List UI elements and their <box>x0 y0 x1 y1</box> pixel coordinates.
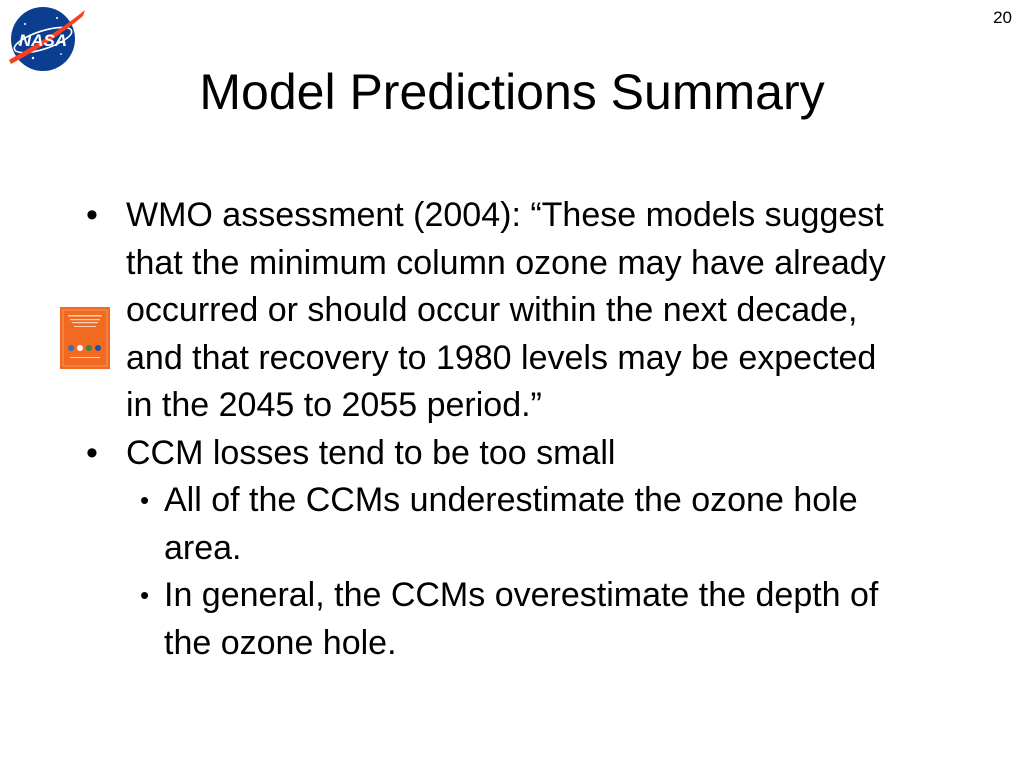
sub-bullet-list: • All of the CCMs underestimate the ozon… <box>82 477 912 667</box>
bullet-marker: • <box>86 433 98 472</box>
nasa-logo-icon: NASA <box>9 7 85 71</box>
slide-body: • WMO assessment (2004): “These models s… <box>82 192 912 667</box>
sub-bullet-marker: • <box>140 485 150 515</box>
sub-bullet-item-hole-depth: • In general, the CCMs overestimate the … <box>82 572 912 667</box>
sub-bullet-text: In general, the CCMs overestimate the de… <box>164 576 879 662</box>
bullet-list: • WMO assessment (2004): “These models s… <box>82 192 912 477</box>
bullet-text: WMO assessment (2004): “These models sug… <box>126 196 886 424</box>
page-number: 20 <box>993 8 1012 27</box>
bullet-item-ccm-losses: • CCM losses tend to be too small <box>82 430 912 478</box>
wmo-report-cover-icon <box>60 307 110 369</box>
nasa-logo-text: NASA <box>19 31 67 50</box>
sub-bullet-item-hole-area: • All of the CCMs underestimate the ozon… <box>82 477 912 572</box>
bullet-item-wmo-assessment: • WMO assessment (2004): “These models s… <box>82 192 912 430</box>
slide-title: Model Predictions Summary <box>199 64 825 120</box>
bullet-marker: • <box>86 196 98 234</box>
sub-bullet-marker: • <box>140 580 150 610</box>
sub-bullet-text: All of the CCMs underestimate the ozone … <box>164 481 858 567</box>
bullet-text: CCM losses tend to be too small <box>126 433 616 472</box>
